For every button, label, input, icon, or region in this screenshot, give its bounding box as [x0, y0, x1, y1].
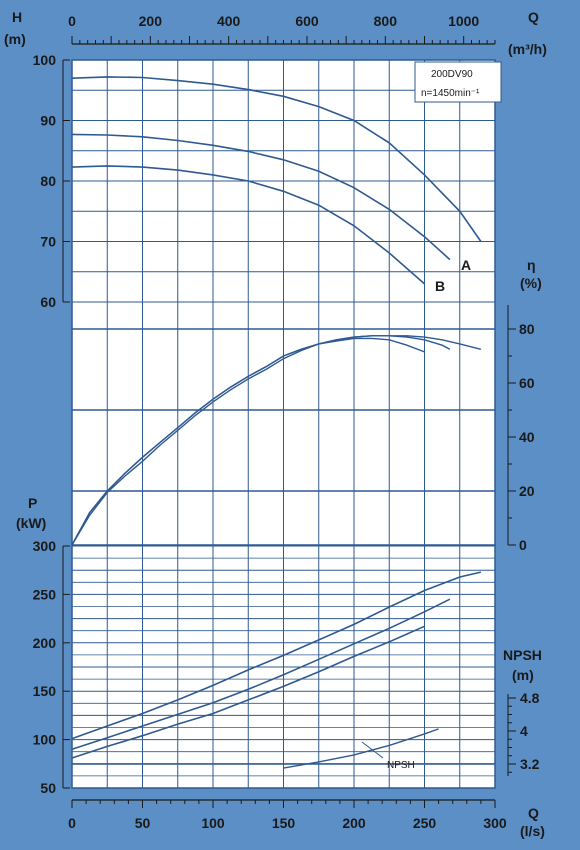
power-tick-label: 150	[33, 683, 57, 699]
bottom-tick-label: 300	[483, 815, 507, 831]
top-tick-label: 400	[217, 13, 241, 29]
curve-npsh-0	[283, 728, 439, 769]
bottom-tick-label: 250	[413, 815, 437, 831]
npsh-tick-label: 3.2	[520, 756, 540, 772]
curve-power-0	[71, 571, 482, 740]
top-q-unit: (m³/h)	[508, 41, 547, 57]
eff-axis-label: η	[527, 257, 536, 273]
bottom-tick-label: 100	[201, 815, 225, 831]
bottom-q-label: Q	[528, 805, 539, 821]
eff-tick-label: 20	[519, 483, 535, 499]
bottom-tick-label: 0	[68, 815, 76, 831]
top-q-label: Q	[528, 9, 539, 25]
top-tick-label: 0	[68, 13, 76, 29]
info-box-speed: n=1450min⁻¹	[421, 88, 480, 99]
curve-label-a: A	[461, 257, 471, 273]
npsh-tick-label: 4	[520, 723, 528, 739]
power-tick-label: 200	[33, 635, 57, 651]
top-tick-label: 200	[139, 13, 163, 29]
head-axis-unit: (m)	[4, 31, 26, 47]
curve-head-0	[71, 76, 482, 242]
power-axis-label: P	[28, 495, 37, 511]
head-tick-label: 90	[40, 113, 56, 129]
info-box-model: 200DV90	[431, 69, 473, 80]
npsh-axis-label: NPSH	[503, 647, 542, 663]
bottom-q-unit: (l/s)	[520, 823, 545, 839]
curve-power-1	[71, 598, 451, 751]
npsh-callout-line	[361, 741, 384, 759]
head-axis-label: H	[12, 9, 22, 25]
npsh-axis-unit: (m)	[512, 667, 534, 683]
head-tick-label: 100	[33, 52, 57, 68]
curve-layer	[71, 76, 482, 769]
top-tick-label: 600	[295, 13, 319, 29]
eff-axis-unit: (%)	[520, 275, 542, 291]
grid-lines	[72, 59, 495, 789]
power-tick-label: 100	[33, 732, 57, 748]
curve-label-b: B	[435, 278, 445, 294]
eff-tick-label: 40	[519, 429, 535, 445]
info-box: 200DV90 n=1450min⁻¹	[414, 61, 502, 103]
curve-head-2	[71, 165, 426, 285]
eff-tick-label: 0	[519, 537, 527, 553]
head-tick-label: 70	[40, 234, 56, 250]
curve-efficiency-2	[71, 337, 425, 546]
power-tick-label: 300	[33, 538, 57, 554]
npsh-curve-label: NPSH	[387, 760, 415, 771]
curve-head-1	[71, 133, 451, 261]
head-tick-label: 80	[40, 173, 56, 189]
bottom-tick-label: 50	[135, 815, 151, 831]
eff-tick-label: 80	[519, 321, 535, 337]
bottom-tick-label: 150	[272, 815, 296, 831]
top-tick-label: 800	[374, 13, 398, 29]
power-axis-unit: (kW)	[16, 515, 46, 531]
npsh-tick-label: 4.8	[520, 690, 540, 706]
curve-efficiency-1	[71, 335, 451, 546]
curve-power-2	[71, 625, 425, 759]
eff-tick-label: 60	[519, 375, 535, 391]
power-tick-label: 250	[33, 586, 57, 602]
bottom-tick-label: 200	[342, 815, 366, 831]
axis-ticks	[62, 36, 516, 808]
head-tick-label: 60	[40, 294, 56, 310]
top-tick-label: 1000	[448, 13, 479, 29]
power-tick-label: 50	[40, 780, 56, 796]
